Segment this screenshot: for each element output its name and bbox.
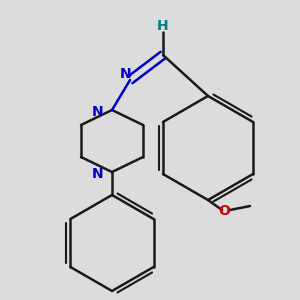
Text: N: N [120, 67, 132, 81]
Text: N: N [92, 167, 104, 181]
Text: N: N [92, 105, 104, 119]
Text: H: H [157, 19, 169, 33]
Text: O: O [218, 204, 230, 218]
